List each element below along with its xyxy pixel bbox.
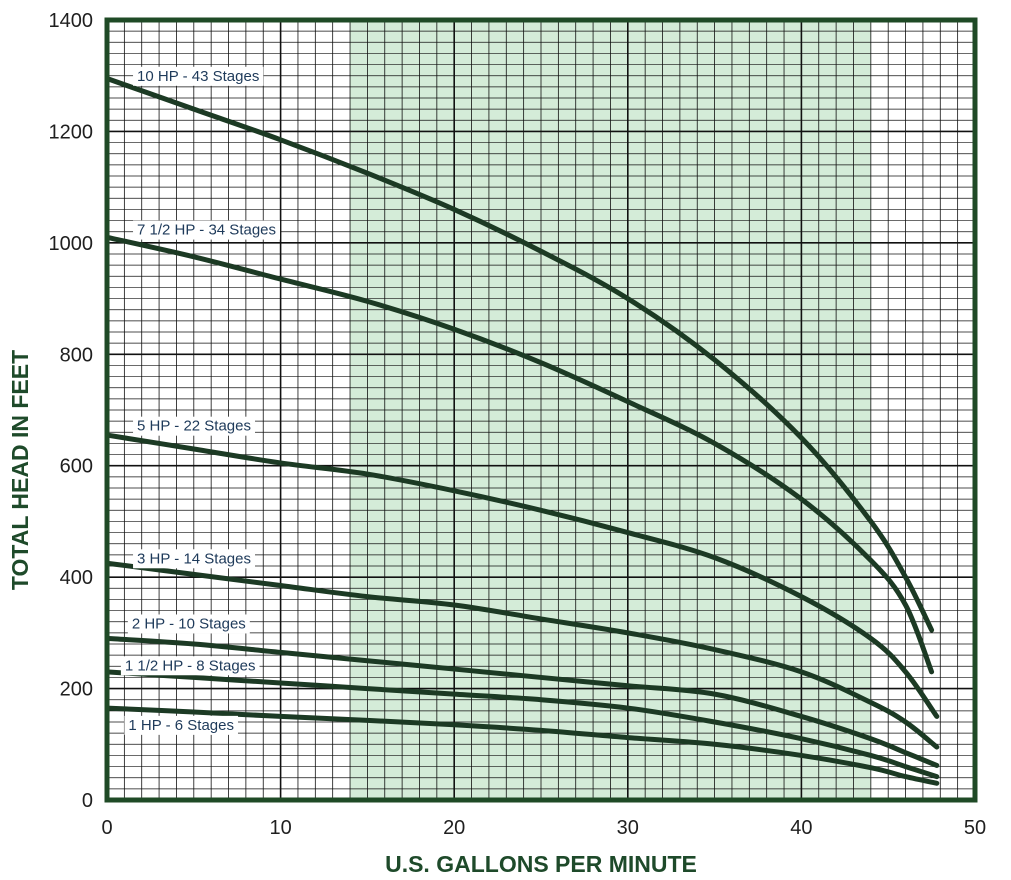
y-tick-label: 1200 <box>49 121 94 143</box>
x-tick-label: 10 <box>269 817 291 839</box>
series-label: 10 HP - 43 Stages <box>137 68 259 85</box>
series-label-background <box>124 715 238 735</box>
x-tick-label: 40 <box>790 817 812 839</box>
y-tick-labels: 0 200 400 600 800 1000 1200 1400 <box>49 10 94 812</box>
series-line <box>104 560 940 750</box>
series-label-background <box>133 66 264 86</box>
x-tick-label: 30 <box>617 817 639 839</box>
series-label: 3 HP - 14 Stages <box>137 550 251 567</box>
series-label-background <box>133 416 256 436</box>
series-label-background <box>127 614 250 634</box>
series-label-background <box>120 656 260 676</box>
y-tick-label: 600 <box>60 456 93 478</box>
series-line <box>104 669 940 780</box>
series-labels-layer: 10 HP - 43 Stages 7 1/2 HP - 34 Stages 5 H… <box>120 66 281 735</box>
series-line <box>104 76 935 633</box>
y-tick-label: 1400 <box>49 10 94 32</box>
x-tick-label: 0 <box>101 817 112 839</box>
plot-frame <box>104 17 978 803</box>
series-label-background <box>133 549 256 569</box>
series-label: 1 HP - 6 Stages <box>128 717 234 734</box>
series-label: 7 1/2 HP - 34 Stages <box>137 222 276 239</box>
y-tick-label: 1000 <box>49 233 94 255</box>
x-tick-labels: 0 10 20 30 40 50 <box>101 817 986 839</box>
series-label: 5 HP - 22 Stages <box>137 418 251 435</box>
y-tick-label: 400 <box>60 567 93 589</box>
series-line <box>104 432 940 719</box>
series-line <box>104 234 935 675</box>
series-label-background <box>133 220 281 240</box>
series-lines-layer <box>104 76 940 786</box>
x-axis-title: U.S. GALLONS PER MINUTE <box>385 851 697 877</box>
series-label: 2 HP - 10 Stages <box>132 615 246 632</box>
series-label: 1 1/2 HP - 8 Stages <box>125 657 256 674</box>
series-line <box>104 705 940 786</box>
x-tick-label: 50 <box>964 817 986 839</box>
y-axis-title: TOTAL HEAD IN FEET <box>7 350 33 590</box>
y-tick-label: 0 <box>82 790 93 812</box>
x-tick-label: 20 <box>443 817 465 839</box>
y-tick-label: 200 <box>60 679 93 701</box>
y-tick-label: 800 <box>60 344 93 366</box>
series-line <box>104 635 940 768</box>
